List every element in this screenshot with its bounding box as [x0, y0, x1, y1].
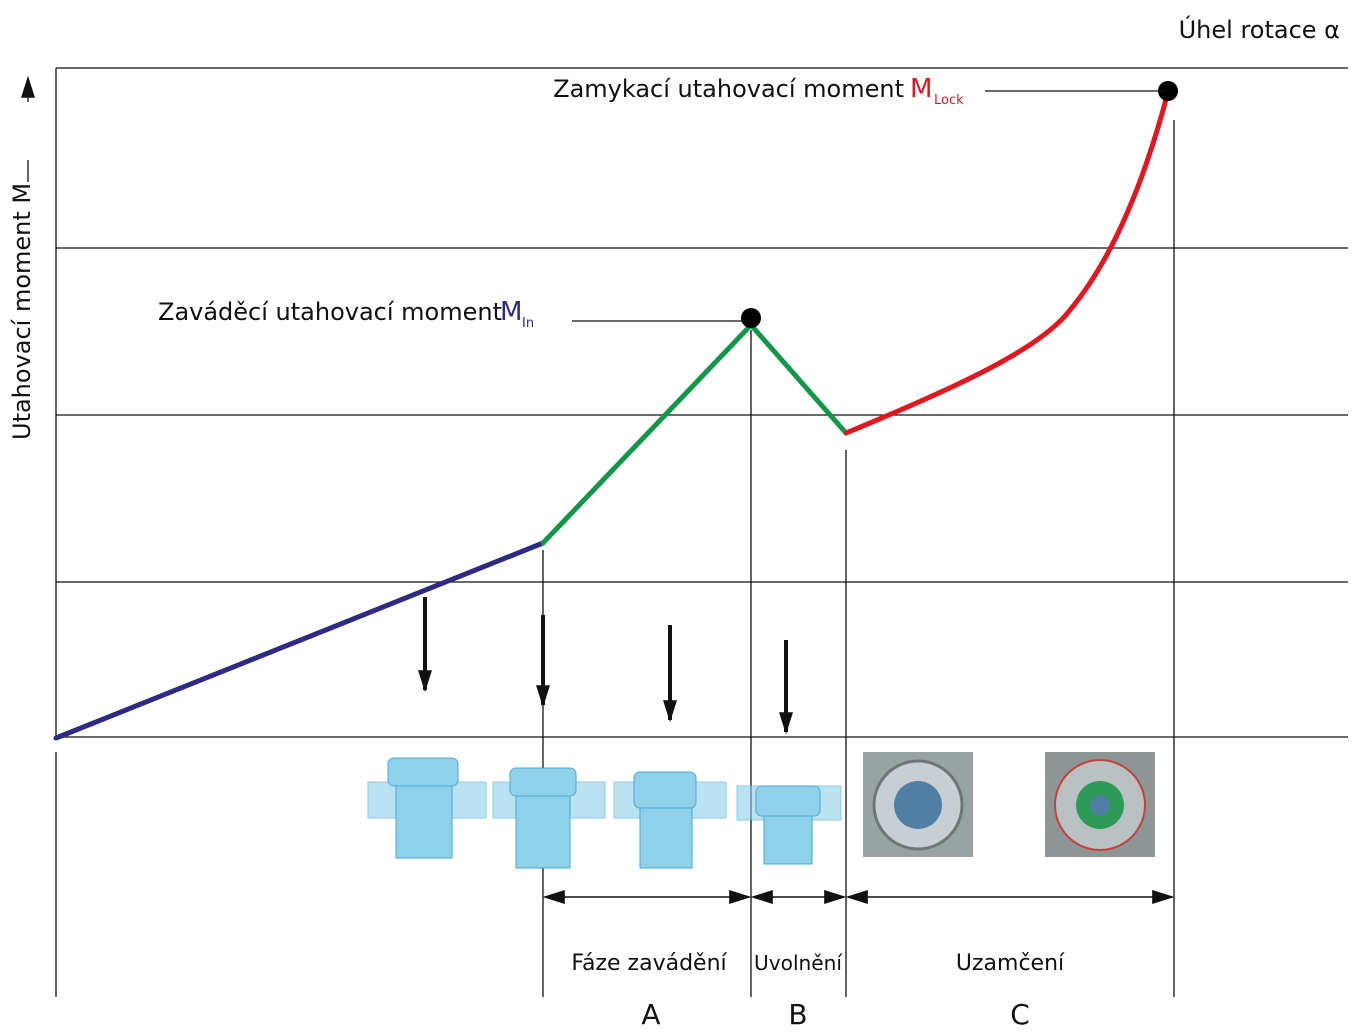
- screws: [368, 752, 1155, 868]
- lock-label: Zamykací utahovací moment: [553, 75, 904, 103]
- phase-name: Fáze zavádění: [571, 951, 727, 976]
- insertion-symbol: M: [500, 297, 522, 327]
- phase-name: Uvolnění: [754, 951, 843, 975]
- lock-subscript: Lock: [934, 93, 964, 108]
- phase-letter: B: [788, 998, 807, 1028]
- page: Úhel rotace α Utahovací moment M Zamykac…: [0, 0, 1353, 1032]
- x-axis-label: Úhel rotace α: [1179, 14, 1340, 44]
- grid: [56, 68, 1348, 997]
- lock-symbol: M: [910, 74, 932, 104]
- y-axis-label: Utahovací moment M: [8, 183, 36, 440]
- diagram: Úhel rotace α Utahovací moment M Zamykac…: [0, 0, 1353, 1028]
- insertion-label: Zaváděcí utahovací moment: [158, 298, 502, 326]
- point: [741, 308, 761, 328]
- phase-letter: A: [641, 998, 660, 1028]
- phase-letter: C: [1010, 998, 1030, 1028]
- down-arrows: [425, 597, 786, 732]
- phase-name: Uzamčení: [956, 951, 1065, 976]
- insertion-subscript: In: [522, 316, 534, 331]
